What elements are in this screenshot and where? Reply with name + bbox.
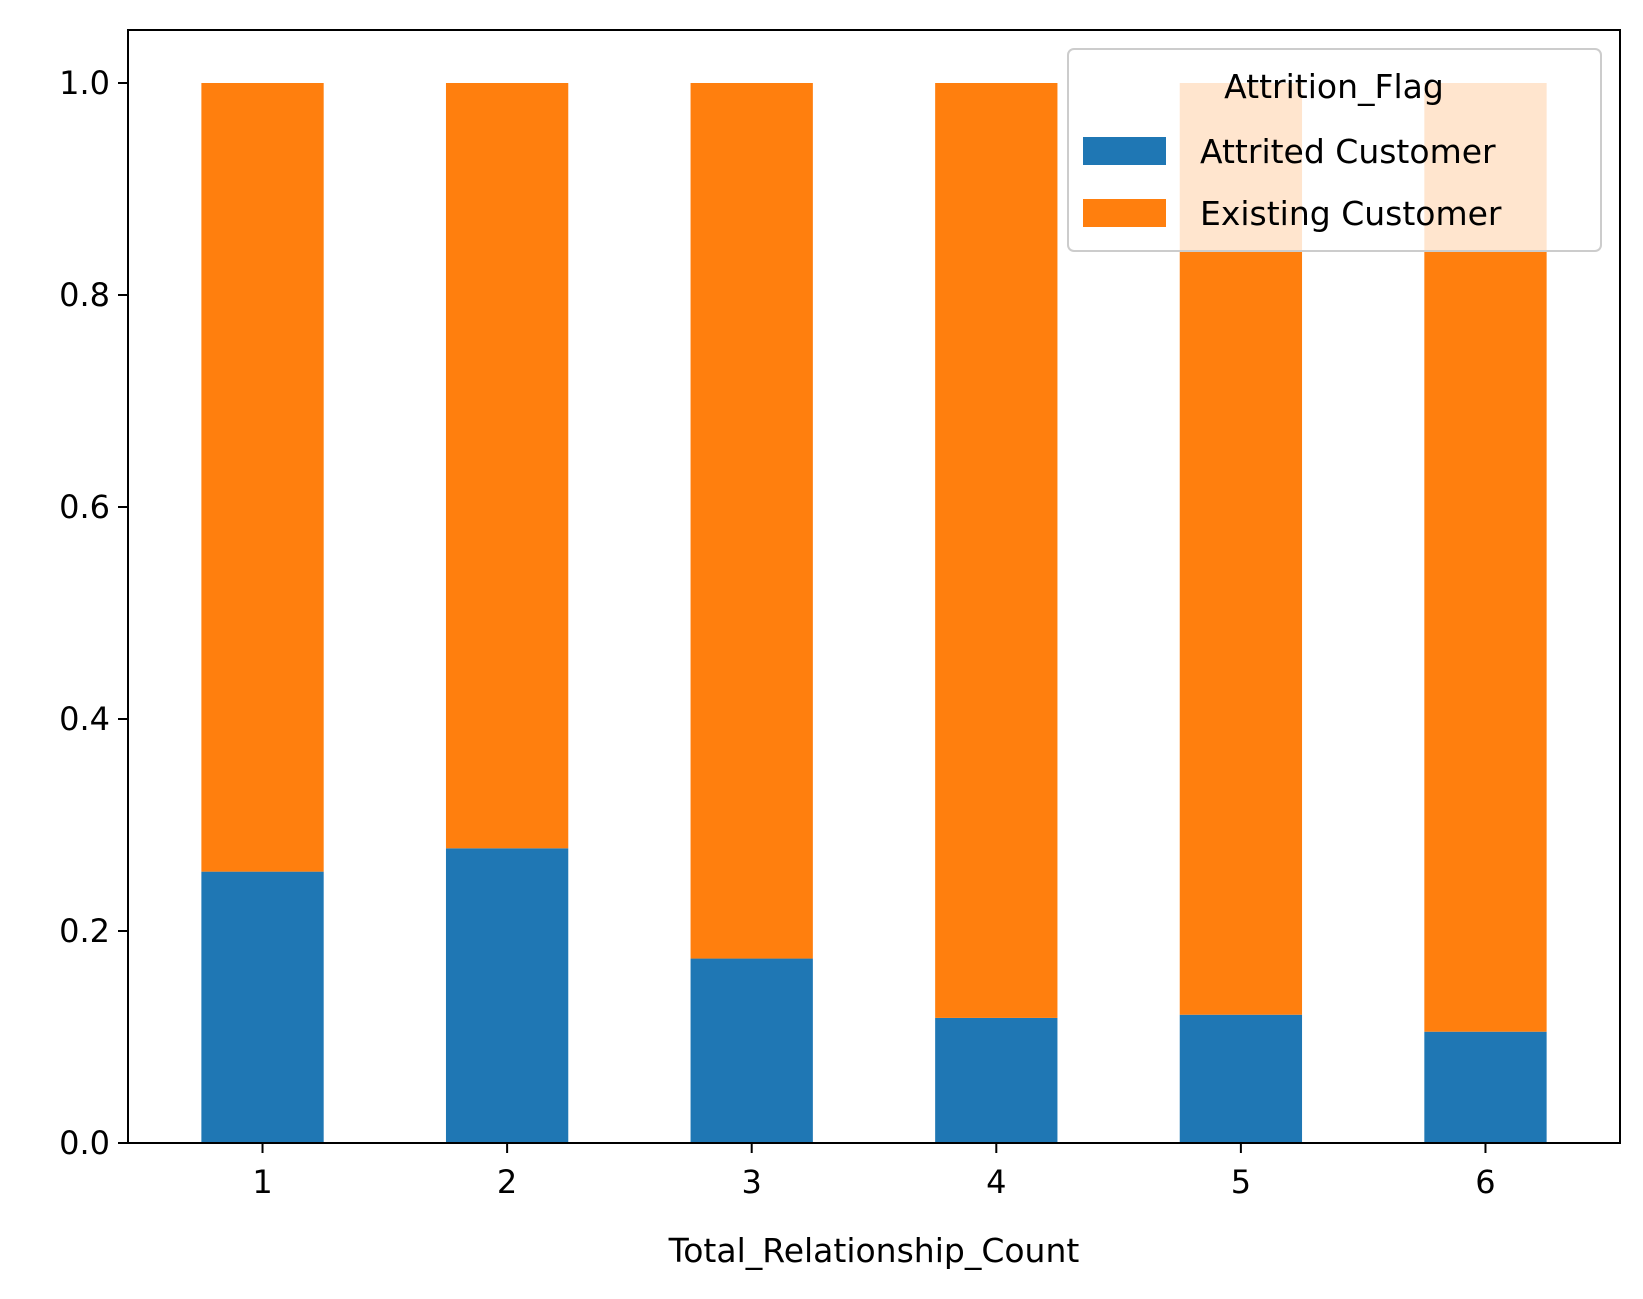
x-tick-label: 3 (742, 1163, 762, 1201)
y-tick-label: 1.0 (59, 64, 110, 102)
plot-frame (127, 29, 1621, 1144)
x-tick-label: 5 (1231, 1163, 1251, 1201)
y-tick-label: 0.0 (59, 1124, 110, 1162)
y-tick-label: 0.2 (59, 912, 110, 950)
bar-attrited-customer-5 (1179, 1014, 1303, 1143)
axes-layer: 0.0 0.2 0.4 0.6 0.8 1.0 1 2 3 4 5 6 (59, 64, 1496, 1201)
legend-swatch (1083, 199, 1166, 227)
y-tick-label: 0.4 (59, 700, 110, 738)
legend-label: Attrited Customer (1200, 132, 1496, 171)
bar-existing-customer-3 (690, 83, 813, 959)
y-tick-label: 0.6 (59, 488, 110, 526)
x-tick-label: 1 (252, 1163, 272, 1201)
bar-existing-customer-2 (445, 83, 569, 849)
bar-attrited-customer-6 (1424, 1031, 1547, 1143)
bar-attrited-customer-3 (690, 958, 813, 1143)
bars-layer (201, 83, 1547, 1143)
legend-swatch (1083, 137, 1166, 165)
x-tick-label: 2 (497, 1163, 517, 1201)
x-axis-label: Total_Relationship_Count (668, 1231, 1080, 1270)
legend: Attrition_Flag Attrited Customer Existing… (1067, 48, 1602, 252)
bar-attrited-customer-1 (201, 871, 324, 1143)
bar-attrited-customer-4 (935, 1017, 1058, 1143)
bar-existing-customer-1 (201, 83, 324, 872)
x-tick-label: 4 (986, 1163, 1006, 1201)
y-tick-label: 0.8 (59, 276, 110, 314)
legend-label: Existing Customer (1200, 194, 1502, 233)
legend-frame (1067, 48, 1602, 252)
bar-attrited-customer-2 (445, 848, 569, 1143)
x-tick-label: 6 (1475, 1163, 1495, 1201)
legend-items: Attrited Customer Existing Customer (1083, 132, 1502, 233)
legend-title: Attrition_Flag (1224, 67, 1444, 106)
bar-existing-customer-4 (935, 83, 1058, 1018)
